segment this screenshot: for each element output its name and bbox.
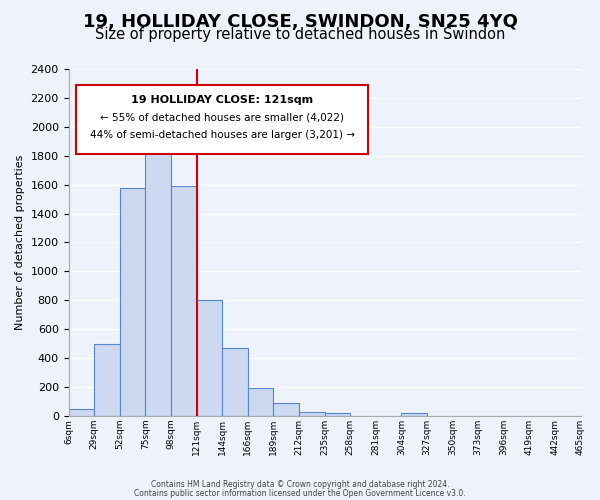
- Text: 19 HOLLIDAY CLOSE: 121sqm: 19 HOLLIDAY CLOSE: 121sqm: [131, 95, 313, 105]
- Bar: [120, 188, 145, 416]
- Text: Contains HM Land Registry data © Crown copyright and database right 2024.: Contains HM Land Registry data © Crown c…: [151, 480, 449, 489]
- Text: 44% of semi-detached houses are larger (3,201) →: 44% of semi-detached houses are larger (…: [89, 130, 355, 140]
- Bar: [248, 388, 274, 416]
- Bar: [325, 413, 350, 416]
- Bar: [401, 413, 427, 416]
- Bar: [68, 408, 94, 416]
- Text: Contains public sector information licensed under the Open Government Licence v3: Contains public sector information licen…: [134, 488, 466, 498]
- Text: 19, HOLLIDAY CLOSE, SWINDON, SN25 4YQ: 19, HOLLIDAY CLOSE, SWINDON, SN25 4YQ: [83, 12, 517, 30]
- Bar: [222, 348, 248, 416]
- Bar: [197, 300, 222, 416]
- Y-axis label: Number of detached properties: Number of detached properties: [15, 154, 25, 330]
- Bar: [299, 412, 325, 416]
- Bar: [274, 403, 299, 416]
- FancyBboxPatch shape: [76, 84, 368, 154]
- Text: Size of property relative to detached houses in Swindon: Size of property relative to detached ho…: [95, 28, 505, 42]
- Bar: [145, 134, 171, 416]
- Bar: [94, 344, 120, 416]
- Bar: [171, 186, 197, 416]
- Text: ← 55% of detached houses are smaller (4,022): ← 55% of detached houses are smaller (4,…: [100, 112, 344, 122]
